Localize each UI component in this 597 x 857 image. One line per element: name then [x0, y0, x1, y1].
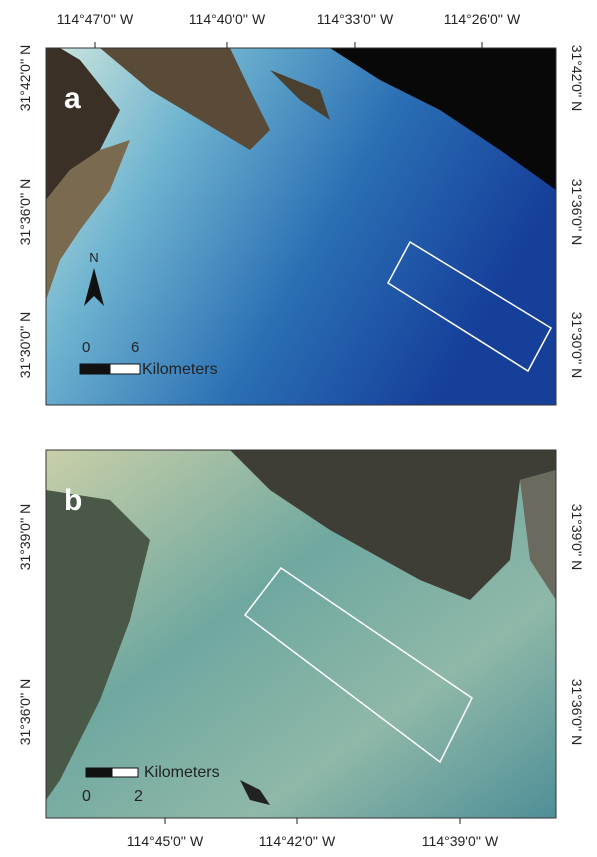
panel-label: b: [64, 484, 82, 517]
lat-label: 31°39'0'' N: [17, 504, 33, 571]
lat-label: 31°36'0'' N: [569, 679, 585, 746]
lon-label: 114°40'0'' W: [189, 11, 266, 27]
lon-label: 114°47'0'' W: [57, 11, 134, 27]
scale-unit: Kilometers: [144, 764, 220, 781]
north-label: N: [89, 250, 98, 265]
scale-start: 0: [82, 339, 90, 356]
lat-label: 31°30'0'' N: [569, 312, 585, 379]
panel-a: a N 0 6 Kilometers: [46, 48, 556, 405]
scale-bar: [110, 364, 140, 374]
lat-label: 31°30'0'' N: [17, 312, 33, 379]
lat-label: 31°36'0'' N: [569, 179, 585, 246]
scale-end: 6: [131, 339, 139, 356]
lon-label: 114°45'0'' W: [127, 833, 204, 849]
panel-label: a: [64, 82, 81, 115]
lat-label: 31°42'0'' N: [569, 45, 585, 112]
lon-label: 114°39'0'' W: [422, 833, 499, 849]
panel-b: b Kilometers 0 2: [46, 450, 556, 818]
lon-label: 114°33'0'' W: [317, 11, 394, 27]
lon-label: 114°42'0'' W: [259, 833, 336, 849]
lat-label: 31°36'0'' N: [17, 179, 33, 246]
scale-bar: [80, 364, 110, 374]
scale-start: 0: [82, 788, 91, 805]
scale-end: 2: [134, 788, 143, 805]
lat-label: 31°39'0'' N: [569, 504, 585, 571]
figure: a N 0 6 Kilometers 114°47'0'' W 114°40'0…: [0, 0, 597, 857]
scale-unit: Kilometers: [142, 361, 218, 378]
scale-bar: [112, 768, 138, 777]
scale-bar: [86, 768, 112, 777]
lat-label: 31°42'0'' N: [17, 45, 33, 112]
lat-label: 31°36'0'' N: [17, 679, 33, 746]
lon-label: 114°26'0'' W: [444, 11, 521, 27]
